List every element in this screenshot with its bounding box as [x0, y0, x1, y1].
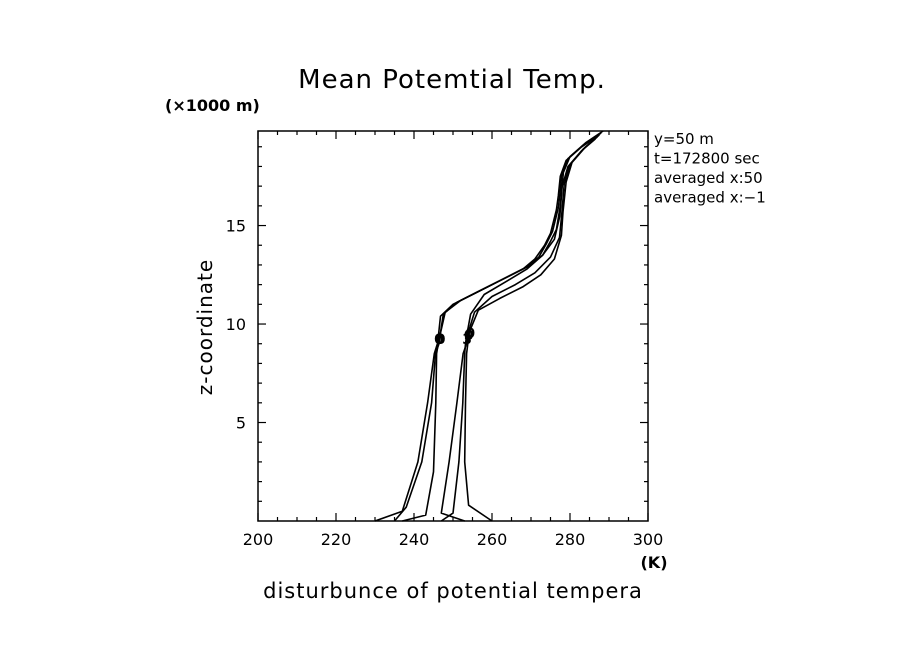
x-axis-label: disturbunce of potential tempera	[263, 579, 643, 603]
series-label-3: 0	[435, 332, 445, 348]
x-tick-label-300: 300	[633, 530, 664, 549]
series-label-1: 0	[434, 332, 444, 348]
y-unit-label: (×1000 m)	[165, 96, 260, 115]
x-tick-label-200: 200	[243, 530, 274, 549]
x-tick-label-260: 260	[477, 530, 508, 549]
series-line-3	[402, 130, 604, 522]
series-line-4	[440, 138, 596, 522]
info-line-2: t=172800 sec	[654, 150, 760, 168]
series-label-6: 0	[465, 326, 475, 342]
contour-labels: 000 300	[434, 326, 475, 348]
x-tick-label-280: 280	[555, 530, 586, 549]
x-tick-label-240: 240	[399, 530, 430, 549]
y-tick-label-10: 10	[226, 315, 246, 334]
series-group	[374, 130, 604, 522]
chart-title: Mean Potemtial Temp.	[298, 65, 606, 95]
info-line-4: averaged x:−1	[654, 189, 766, 207]
info-line-3: averaged x:50	[654, 169, 763, 187]
series-line-6	[463, 134, 600, 522]
x-tick-label-220: 220	[321, 530, 352, 549]
x-unit-label: (K)	[640, 553, 667, 572]
y-tick-label-5: 5	[236, 414, 246, 433]
series-line-2	[393, 132, 602, 522]
y-tick-label-15: 15	[226, 217, 246, 236]
series-label-4: 3	[462, 332, 472, 348]
info-line-1: y=50 m	[654, 130, 714, 148]
y-axis-label: z-coordinate	[193, 259, 217, 395]
series-line-5	[440, 136, 598, 522]
series-label-5: 0	[464, 328, 474, 344]
series-label-2: 0	[436, 332, 446, 348]
plot-frame	[257, 130, 649, 522]
